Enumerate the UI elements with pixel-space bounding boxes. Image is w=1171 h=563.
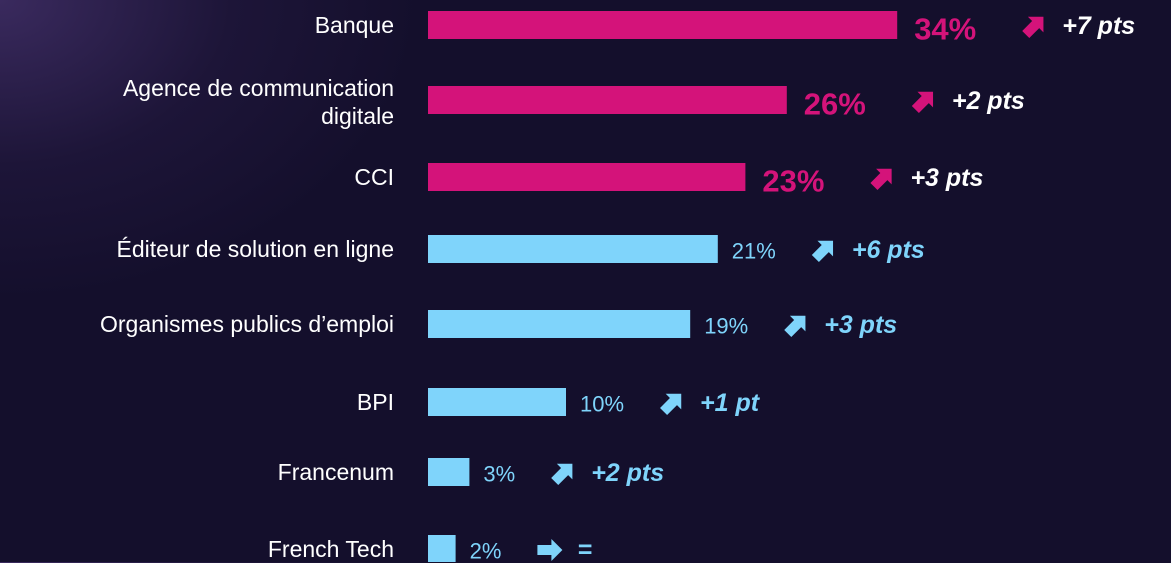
category-label: Banque: [314, 12, 394, 38]
change-label: +2 pts: [591, 459, 664, 487]
trend-arrow: [870, 168, 892, 191]
trend-arrow: [784, 315, 806, 338]
change-label: +7 pts: [1062, 12, 1135, 40]
trend-arrow: [811, 240, 834, 263]
change-label: +6 pts: [852, 236, 925, 264]
change-label: +2 pts: [952, 87, 1025, 115]
category-label: Francenum: [277, 459, 394, 485]
trend-arrow: [537, 539, 563, 561]
bar: [428, 235, 718, 263]
value-label: 21%: [732, 239, 776, 264]
bar: [428, 86, 787, 114]
trend-arrow: [551, 463, 573, 486]
category-label: BPI: [356, 389, 394, 415]
bar: [428, 458, 470, 486]
value-label: 34%: [914, 12, 976, 47]
bar: [428, 388, 566, 416]
value-label: 10%: [580, 392, 624, 417]
bar: [428, 11, 898, 39]
bar: [428, 310, 691, 338]
trend-arrow: [660, 393, 682, 416]
change-label: +3 pts: [824, 311, 897, 339]
trend-arrow: [911, 91, 934, 114]
value-label: 3%: [483, 462, 515, 487]
value-label: 19%: [704, 314, 748, 339]
category-label: Éditeur de solution en ligne: [116, 236, 394, 262]
bar: [428, 163, 746, 191]
category-label: French Tech: [267, 536, 394, 562]
change-label: +3 pts: [910, 164, 983, 192]
category-label: Agence de communication digitale: [122, 75, 394, 129]
value-label: 2%: [470, 539, 502, 563]
category-label: Organismes publics d’emploi: [99, 311, 394, 337]
bar: [428, 535, 456, 562]
trend-arrow: [1022, 16, 1044, 39]
category-label: CCI: [354, 164, 394, 190]
value-label: 26%: [804, 87, 866, 122]
change-label: =: [577, 536, 592, 562]
value-label: 23%: [762, 164, 824, 199]
change-label: +1 pt: [700, 389, 761, 417]
